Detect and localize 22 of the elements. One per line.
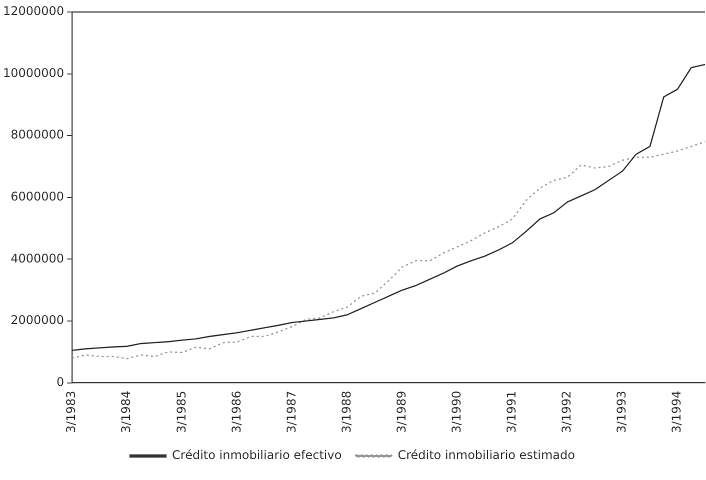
x-tick-label: 3/1984	[119, 390, 134, 433]
legend-label: Crédito inmobiliario estimado	[398, 448, 575, 462]
legend-label: Crédito inmobiliario efectivo	[172, 448, 342, 462]
y-tick-label: 4000000	[10, 251, 64, 266]
x-tick-label: 3/1992	[560, 390, 574, 433]
x-tick-label: 3/1987	[284, 390, 298, 433]
x-tick-label: 3/1993	[614, 390, 629, 433]
y-tick-label: 12000000	[3, 4, 64, 18]
x-tick-label: 3/1986	[229, 390, 244, 433]
x-tick-label: 3/1988	[339, 390, 354, 433]
y-tick-label: 2000000	[10, 313, 64, 328]
y-tick-label: 6000000	[10, 190, 64, 204]
x-tick-label: 3/1990	[449, 390, 464, 433]
y-tick-label: 10000000	[3, 66, 64, 80]
x-tick-label: 3/1983	[64, 390, 78, 433]
y-tick-label: 0	[56, 374, 64, 389]
x-tick-label: 3/1994	[670, 390, 684, 433]
line-series	[71, 141, 706, 360]
x-tick-label: 3/1989	[394, 390, 408, 433]
x-tick-label: 3/1991	[504, 390, 518, 433]
x-tick-label: 3/1985	[174, 390, 188, 433]
y-tick-label: 8000000	[10, 128, 64, 142]
